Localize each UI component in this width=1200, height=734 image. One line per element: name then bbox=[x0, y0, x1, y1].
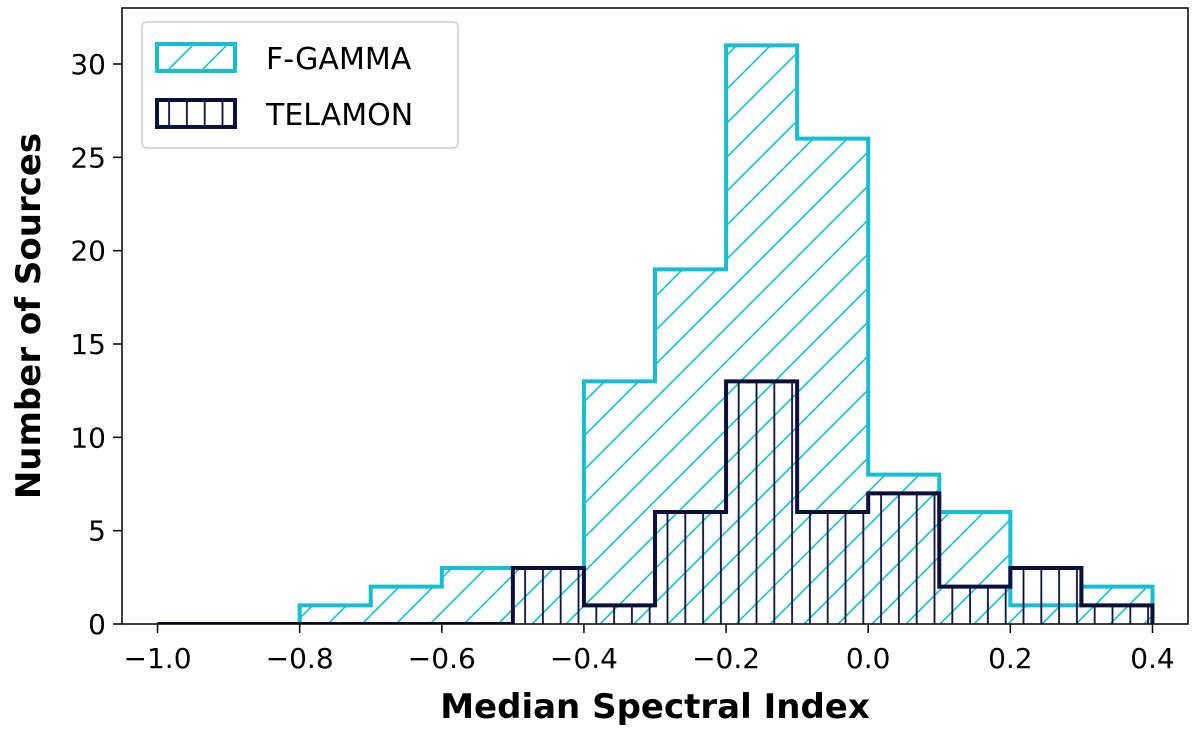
y-tick-label: 5 bbox=[88, 515, 106, 548]
x-tick-label: 0.4 bbox=[1130, 642, 1175, 675]
x-tick-label: 0.0 bbox=[846, 642, 891, 675]
x-tick-label: −0.8 bbox=[266, 642, 334, 675]
legend-label-telamon: TELAMON bbox=[265, 98, 413, 133]
telamon-bar-5 bbox=[513, 568, 584, 624]
y-tick-label: 0 bbox=[88, 608, 106, 641]
y-tick-label: 30 bbox=[70, 48, 106, 81]
legend-label-f-gamma: F-GAMMA bbox=[266, 42, 412, 77]
f-gamma-bar-2 bbox=[300, 605, 371, 624]
telamon-bar-10 bbox=[868, 493, 939, 624]
telamon-bar-13 bbox=[1081, 605, 1152, 624]
y-tick-label: 25 bbox=[70, 141, 106, 174]
histogram-chart: −1.0 −0.8 −0.6 −0.4 −0.2 0.0 0.2 0.4 0 5 10 15 20 25 3… bbox=[0, 0, 1200, 734]
f-gamma-bar-6 bbox=[584, 381, 655, 624]
x-tick-label: −0.4 bbox=[550, 642, 618, 675]
x-tick-label: −0.2 bbox=[692, 642, 760, 675]
telamon-bar-7 bbox=[655, 512, 726, 624]
x-tick-label: −1.0 bbox=[124, 642, 192, 675]
telamon-bar-12 bbox=[1010, 568, 1081, 624]
telamon-bar-9 bbox=[797, 512, 868, 624]
y-tick-label: 15 bbox=[70, 328, 106, 361]
telamon-bar-11 bbox=[939, 587, 1010, 624]
legend: F-GAMMA TELAMON bbox=[142, 22, 458, 148]
y-axis-title: Number of Sources bbox=[9, 133, 49, 499]
legend-swatch-f-gamma bbox=[157, 44, 235, 71]
y-tick-label: 10 bbox=[70, 421, 106, 454]
x-axis-title: Median Spectral Index bbox=[440, 687, 870, 727]
telamon-bar-8 bbox=[726, 381, 797, 624]
y-tick-label: 20 bbox=[70, 235, 106, 268]
legend-swatch-telamon bbox=[157, 100, 235, 127]
f-gamma-bar-4 bbox=[442, 568, 513, 624]
x-tick-label: 0.2 bbox=[988, 642, 1033, 675]
f-gamma-bar-3 bbox=[371, 587, 442, 624]
x-tick-label: −0.6 bbox=[408, 642, 476, 675]
telamon-bar-6 bbox=[584, 605, 655, 624]
